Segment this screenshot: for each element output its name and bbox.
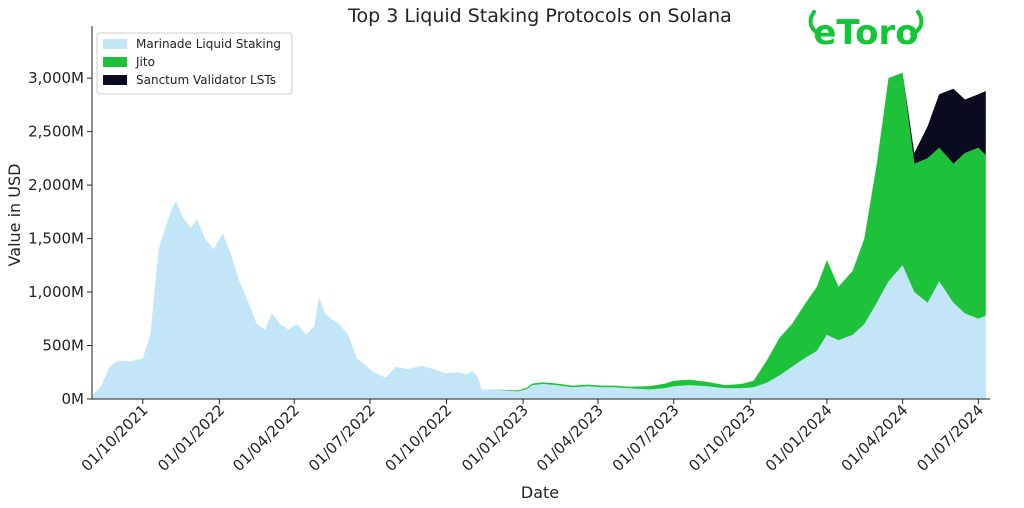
legend-swatch xyxy=(103,75,127,85)
y-axis-label: Value in USD xyxy=(5,164,24,267)
x-tick-label: 01/01/2022 xyxy=(154,401,228,475)
legend-entry: Marinade Liquid Staking xyxy=(136,37,281,51)
legend-swatch xyxy=(103,39,127,49)
y-tick-label: 2,500M xyxy=(28,123,84,141)
legend: Marinade Liquid Staking Jito Sanctum Valid… xyxy=(96,32,293,95)
x-tick-label: 01/10/2023 xyxy=(685,401,759,475)
plot-area xyxy=(92,72,986,399)
series-area-2 xyxy=(902,72,986,164)
x-tick-label: 01/07/2022 xyxy=(305,401,379,475)
chart-title: Top 3 Liquid Staking Protocols on Solana xyxy=(347,5,732,27)
legend-swatch xyxy=(103,57,127,67)
y-tick-label: 0M xyxy=(62,390,85,408)
y-tick-label: 1,500M xyxy=(28,230,84,248)
x-tick-label: 01/07/2023 xyxy=(609,401,683,475)
logo-left-horn xyxy=(808,10,822,36)
x-tick-label: 01/10/2021 xyxy=(78,401,152,475)
x-tick-label: 01/07/2024 xyxy=(913,401,987,475)
y-tick-label: 1,000M xyxy=(28,283,84,301)
svg-text:eToro: eToro xyxy=(813,13,918,53)
etoro-logo: eToro xyxy=(808,10,924,53)
y-tick-label: 500M xyxy=(42,337,84,355)
x-tick-label: 01/01/2023 xyxy=(458,401,532,475)
x-tick-label: 01/01/2024 xyxy=(762,401,836,475)
y-tick-label: 2,000M xyxy=(28,176,84,194)
x-tick-label: 01/04/2024 xyxy=(838,401,912,475)
legend-entry: Sanctum Validator LSTs xyxy=(136,73,276,87)
y-tick-label: 3,000M xyxy=(28,69,84,87)
legend-box xyxy=(96,32,293,95)
logo-right-horn xyxy=(910,10,924,36)
x-tick-label: 01/10/2022 xyxy=(381,401,455,475)
x-axis-label: Date xyxy=(521,483,559,502)
series-area-0 xyxy=(92,201,986,399)
series-area-1 xyxy=(492,72,986,392)
x-tick-label: 01/04/2023 xyxy=(533,401,607,475)
x-tick-label: 01/04/2022 xyxy=(229,401,303,475)
legend-entry: Jito xyxy=(135,55,155,69)
